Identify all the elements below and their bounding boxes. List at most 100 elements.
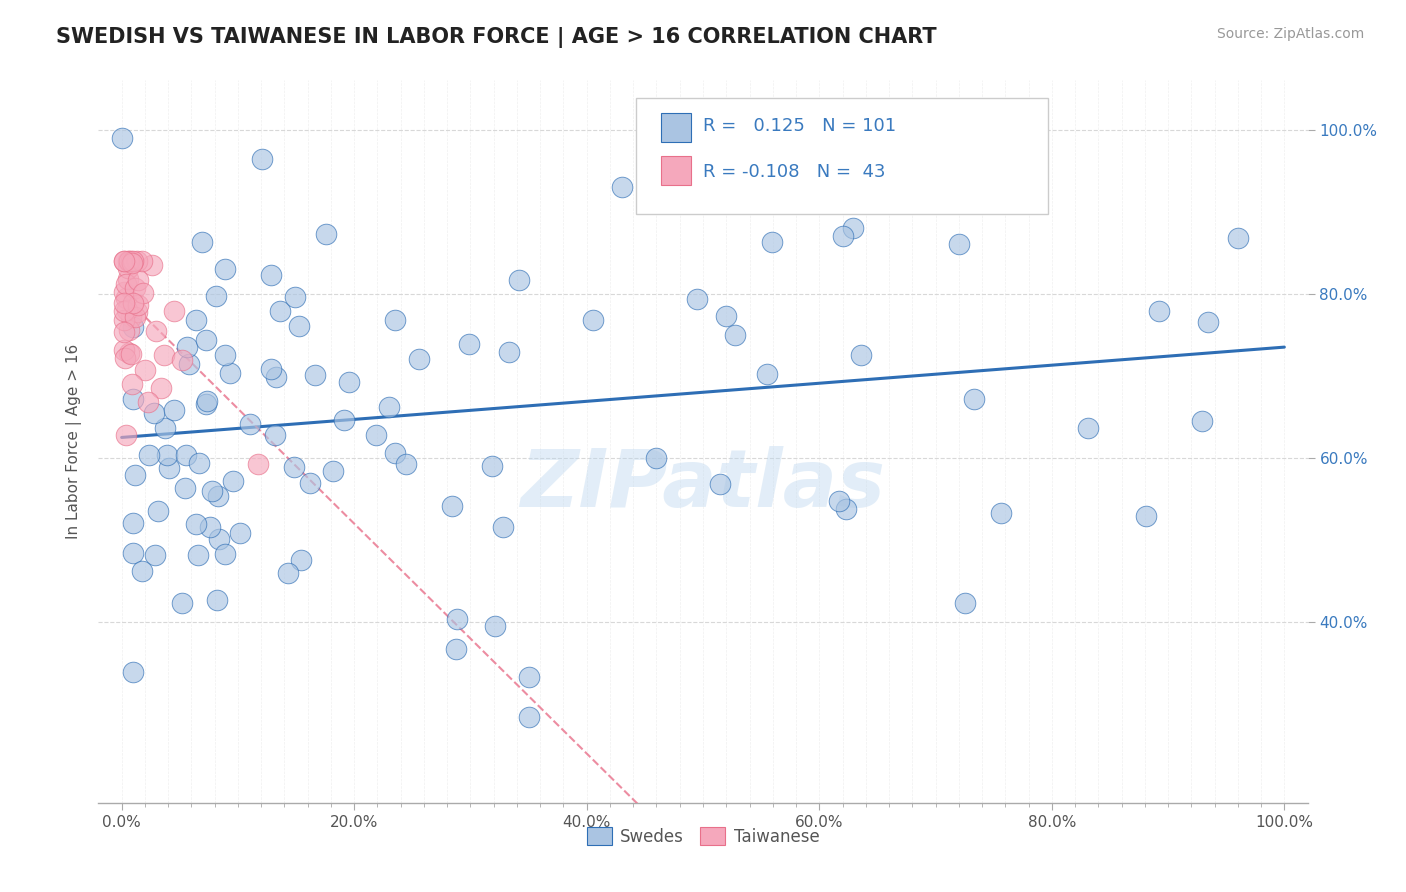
Point [610,180,633,194]
Point [260,268,283,282]
Point [221,474,243,488]
Point [117,253,139,268]
Point [724,328,747,343]
Point [188,456,211,470]
Point [194,333,217,347]
Point [645,451,668,466]
Point [148,504,170,518]
FancyBboxPatch shape [661,112,690,142]
Point [686,292,709,306]
Point [198,520,221,534]
Point [112,313,135,327]
Point [446,612,468,626]
Point [384,446,406,460]
Point [138,448,160,462]
FancyBboxPatch shape [661,156,690,185]
Point [299,476,322,491]
Point [124,468,146,483]
Point [205,289,228,303]
Point [122,319,145,334]
Point [115,427,138,442]
Point [194,397,217,411]
Point [205,593,228,607]
Point [269,304,291,318]
Point [112,253,135,268]
Point [111,130,134,145]
Point [955,596,977,610]
Point [1135,508,1157,523]
Point [498,345,520,359]
Point [112,295,135,310]
Point [849,348,872,362]
Point [517,670,540,684]
Point [112,343,135,357]
Point [163,402,186,417]
Text: SWEDISH VS TAIWANESE IN LABOR FORCE | AGE > 16 CORRELATION CHART: SWEDISH VS TAIWANESE IN LABOR FORCE | AG… [56,27,936,48]
Point [364,428,387,442]
Point [517,709,540,723]
Point [145,324,167,338]
Point [117,272,139,286]
Point [218,367,240,381]
Point [709,477,731,491]
Point [290,553,312,567]
Point [458,337,481,351]
Point [197,394,219,409]
Point [118,346,141,360]
Point [337,376,360,390]
Point [990,506,1012,520]
Point [378,400,401,414]
Point [124,281,146,295]
Point [112,253,135,268]
Point [288,318,311,333]
Point [773,196,796,211]
Point [755,367,778,381]
Point [315,227,337,241]
Point [132,285,155,300]
Point [177,357,200,371]
Point [174,449,197,463]
Point [121,296,143,310]
Point [1147,304,1170,318]
Point [122,546,145,560]
Point [125,253,148,268]
Point [155,421,177,435]
Point [112,325,135,339]
Point [122,253,145,268]
Point [117,261,139,276]
Point [214,547,236,561]
Point [114,291,136,305]
Point [114,277,136,291]
Point [333,413,356,427]
Text: ZIPatlas: ZIPatlas [520,446,886,524]
Point [277,566,299,581]
Point [114,351,136,365]
Point [172,352,194,367]
Point [120,310,142,324]
Point [264,427,287,442]
Point [963,392,986,406]
Point [384,312,406,326]
Point [207,489,229,503]
Point [134,363,156,377]
Point [143,548,166,562]
Point [582,313,605,327]
Point [304,368,326,382]
Point [176,340,198,354]
Point [214,261,236,276]
Point [828,494,851,508]
Point [187,548,209,562]
Point [121,376,143,391]
Point [131,564,153,578]
Point [172,596,194,610]
Point [441,500,464,514]
Point [163,304,186,318]
Point [831,229,853,244]
Point [115,302,138,317]
Point [157,461,180,475]
Point [1191,414,1213,428]
Point [283,460,305,475]
Point [118,254,141,268]
Point [131,253,153,268]
Point [761,235,783,249]
